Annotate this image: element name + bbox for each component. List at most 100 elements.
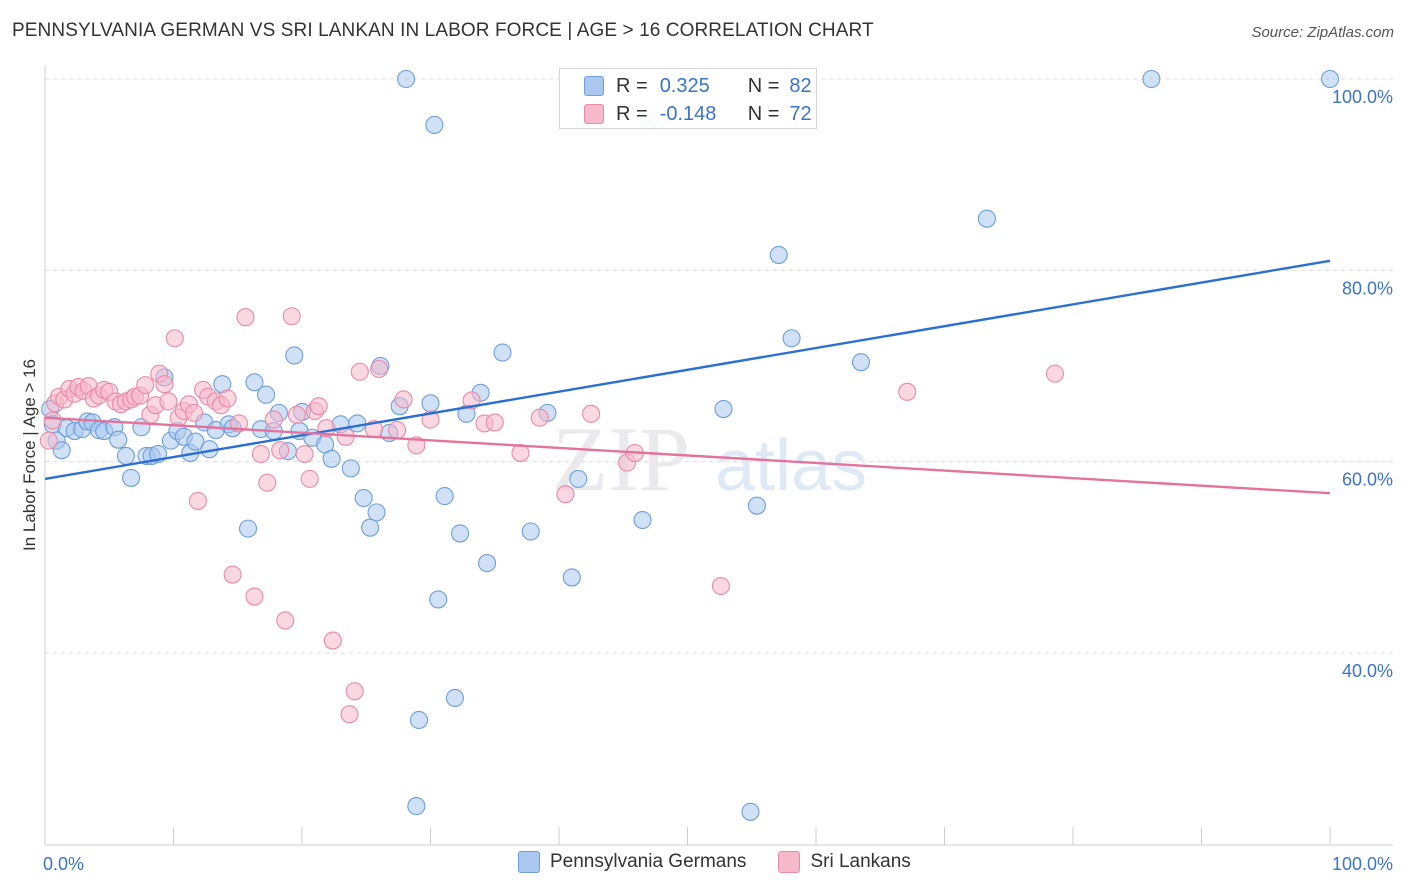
pennsylvania-german-point (714, 399, 733, 419)
pennsylvania-german-point (851, 353, 871, 372)
sri-lankan-point (370, 359, 389, 378)
pennsylvania-german-point (445, 688, 464, 708)
sri-lankan-point (223, 565, 242, 584)
pennsylvania-german-point (116, 446, 136, 465)
chart-source: Source: ZipAtlas.com (1251, 24, 1394, 41)
pennsylvania-german-point (348, 414, 367, 433)
watermark-atlas: atlas (715, 426, 867, 506)
sri-lankan-point (350, 362, 369, 381)
pennsylvania-german-point (569, 469, 588, 488)
pennsylvania-german-point (421, 394, 440, 413)
pennsylvania-german-point (285, 346, 304, 365)
legend-series-name: Sri Lankans (810, 851, 911, 872)
legend-item-pennsylvania-germans: Pennsylvania Germans (518, 851, 746, 873)
legend-series-name: Pennsylvania Germans (550, 851, 747, 872)
sri-lankan-point (287, 405, 306, 424)
pennsylvania-german-point (256, 385, 276, 404)
legend-r-label: R = (616, 74, 648, 97)
chart-title: PENNSYLVANIA GERMAN VS SRI LANKAN IN LAB… (12, 20, 874, 41)
pennsylvania-german-point (769, 245, 788, 265)
sri-lankan-point (300, 469, 319, 488)
pennsylvania-german-point (493, 343, 512, 362)
gridlines (45, 78, 1393, 654)
legend-n-value: 72 (789, 102, 812, 125)
sri-lankan-point (245, 587, 264, 606)
sri-lankan-point (295, 444, 314, 464)
pennsylvania-german-point (109, 430, 128, 449)
sri-lankan-point (711, 576, 730, 596)
pennsylvania-german-point (1142, 69, 1161, 89)
pennsylvania-german-point (429, 590, 448, 609)
sri-lankan-point (39, 431, 58, 450)
sri-lankan-point (185, 403, 204, 422)
sri-lankan-point (340, 705, 359, 724)
legend-r-label: R = (616, 102, 648, 125)
y-tick-label: 40.0% (1342, 661, 1393, 681)
pennsylvania-german-point (977, 209, 996, 228)
pennsylvania-german-point (367, 503, 386, 522)
pennsylvania-german-point (52, 441, 71, 460)
sri-lankan-point (530, 408, 549, 427)
legend-n-value: 82 (789, 74, 812, 97)
y-tick-label: 80.0% (1342, 278, 1393, 298)
sri-lankan-point (264, 410, 283, 429)
sri-lankan-point (556, 485, 575, 504)
axes (44, 66, 1393, 846)
pennsylvania-german-point (562, 568, 581, 587)
sri-lankan-point (159, 392, 178, 411)
pennsylvania-german-point (397, 69, 416, 89)
sri-lankan-point (136, 376, 155, 395)
legend-swatch-pink (778, 851, 801, 873)
tick-labels: 40.0% 60.0% 80.0% 100.0% 0.0% 100.0% (43, 87, 1393, 874)
pennsylvania-german-point (782, 329, 801, 348)
sri-lankan-point (282, 307, 301, 326)
sri-lankan-point (407, 436, 426, 455)
pennsylvania-german-point (521, 522, 540, 541)
legend-swatch-blue (584, 76, 604, 96)
pennsylvania-german-point (425, 115, 444, 134)
sri-lankan-point (898, 382, 917, 401)
legend-row-sri-lankans: R = -0.148 N = 72 (584, 100, 812, 128)
pennsylvania-german-point (361, 518, 380, 537)
pennsylvania-german-point (407, 797, 426, 816)
pennsylvania-german-point (238, 519, 258, 538)
sri-lankan-point (394, 390, 413, 409)
legend-item-sri-lankans: Sri Lankans (778, 851, 911, 873)
pennsylvania-german-point (451, 524, 470, 543)
y-tick-label: 60.0% (1342, 470, 1393, 490)
pennsylvania-german-point (1320, 69, 1340, 89)
sri-lankan-point (345, 682, 364, 701)
pennsylvania-german-point (477, 554, 497, 573)
pennsylvania-german-point (409, 710, 428, 730)
sri-lankan-point (271, 441, 290, 460)
legend-r-value: -0.148 (659, 102, 717, 125)
pennsylvania-german-point (186, 432, 205, 451)
pennsylvania-german-point (341, 459, 360, 478)
sri-lankan-point (43, 411, 62, 430)
sri-lankan-point (218, 389, 237, 408)
sri-lankan-point (258, 473, 277, 492)
zipatlas-watermark: ZIP atlas (552, 408, 867, 510)
sri-lankan-point (485, 413, 504, 432)
pennsylvania-german-point (354, 488, 373, 508)
x-tick-label: 100.0% (1332, 854, 1393, 874)
sri-lankan-point (582, 404, 601, 423)
sri-lankan-point (309, 397, 328, 416)
pennsylvania-germans-trendline (44, 259, 1331, 481)
pennsylvania-german-point (747, 496, 766, 515)
legend-n-label: N = (747, 74, 780, 97)
pennsylvania-german-point (122, 468, 141, 487)
pennsylvania-german-point (435, 487, 454, 506)
sri-lankan-point (251, 444, 270, 464)
trendlines (44, 259, 1331, 495)
y-tick-label: 100.0% (1332, 87, 1393, 107)
legend-n-label: N = (747, 102, 780, 125)
legend-swatch-pink (584, 104, 604, 124)
pennsylvania-german-point (322, 449, 341, 468)
legend-swatch-blue (518, 851, 540, 873)
legend-row-pennsylvania-germans: R = 0.325 N = 82 (584, 72, 812, 100)
correlation-legend: R = 0.325 N = 82 R = -0.148 N = 72 (559, 68, 817, 129)
pennsylvania-german-point (741, 802, 760, 821)
sri-lankans-trendline (44, 416, 1331, 495)
